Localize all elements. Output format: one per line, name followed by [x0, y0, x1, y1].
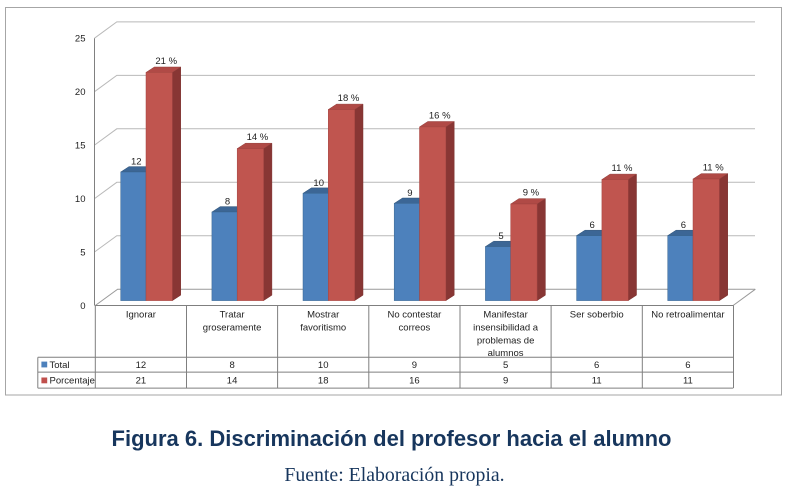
svg-text:insensibilidad a: insensibilidad a [473, 322, 539, 333]
svg-text:11 %: 11 % [703, 163, 725, 174]
svg-text:0: 0 [80, 301, 85, 312]
svg-text:9: 9 [503, 376, 508, 387]
svg-text:5: 5 [498, 231, 503, 242]
svg-text:15: 15 [75, 140, 86, 151]
svg-text:Mostrar: Mostrar [307, 310, 339, 321]
svg-text:18 %: 18 % [338, 93, 360, 104]
svg-text:14 %: 14 % [247, 132, 269, 143]
svg-text:Manifestar: Manifestar [483, 310, 527, 321]
svg-text:problemas de: problemas de [477, 335, 535, 346]
svg-text:correos: correos [399, 322, 431, 333]
svg-text:alumnos: alumnos [488, 348, 524, 359]
svg-text:10: 10 [75, 194, 86, 205]
svg-text:8: 8 [225, 197, 230, 208]
svg-text:11: 11 [592, 376, 602, 387]
svg-text:12: 12 [131, 157, 142, 168]
svg-text:21: 21 [136, 376, 147, 387]
svg-text:8: 8 [229, 360, 234, 371]
svg-text:10: 10 [318, 360, 329, 371]
svg-text:Tratar: Tratar [220, 310, 245, 321]
svg-text:16: 16 [409, 376, 420, 387]
svg-text:20: 20 [75, 87, 86, 98]
svg-text:No contestar: No contestar [387, 310, 441, 321]
svg-text:11: 11 [683, 376, 693, 387]
svg-text:Porcentaje: Porcentaje [50, 376, 95, 387]
svg-text:12: 12 [136, 360, 147, 371]
svg-text:Ignorar: Ignorar [126, 310, 156, 321]
svg-text:9 %: 9 % [523, 188, 540, 199]
svg-text:5: 5 [503, 360, 508, 371]
svg-text:groseramente: groseramente [203, 322, 262, 333]
svg-text:5: 5 [80, 247, 85, 258]
svg-text:11 %: 11 % [612, 163, 634, 174]
svg-text:6: 6 [594, 360, 599, 371]
svg-text:9: 9 [412, 360, 417, 371]
svg-text:18: 18 [318, 376, 329, 387]
svg-text:6: 6 [590, 220, 595, 231]
svg-text:6: 6 [685, 360, 690, 371]
svg-text:9: 9 [407, 188, 412, 199]
svg-text:14: 14 [227, 376, 238, 387]
svg-text:Total: Total [50, 360, 70, 371]
svg-text:6: 6 [681, 220, 686, 231]
svg-text:10: 10 [313, 178, 324, 189]
svg-text:21 %: 21 % [155, 56, 177, 67]
svg-text:25: 25 [75, 34, 86, 45]
svg-text:No retroalimentar: No retroalimentar [651, 310, 724, 321]
svg-text:favoritismo: favoritismo [300, 322, 346, 333]
svg-text:16 %: 16 % [429, 111, 451, 122]
svg-text:Ser soberbio: Ser soberbio [570, 310, 624, 321]
